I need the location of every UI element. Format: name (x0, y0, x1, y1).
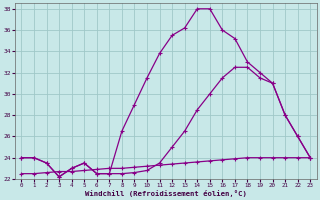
X-axis label: Windchill (Refroidissement éolien,°C): Windchill (Refroidissement éolien,°C) (85, 190, 247, 197)
